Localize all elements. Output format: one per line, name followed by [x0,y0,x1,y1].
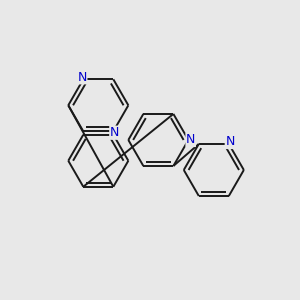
Text: N: N [77,71,87,84]
Text: N: N [110,126,119,139]
Text: N: N [225,136,235,148]
Text: N: N [186,134,195,146]
